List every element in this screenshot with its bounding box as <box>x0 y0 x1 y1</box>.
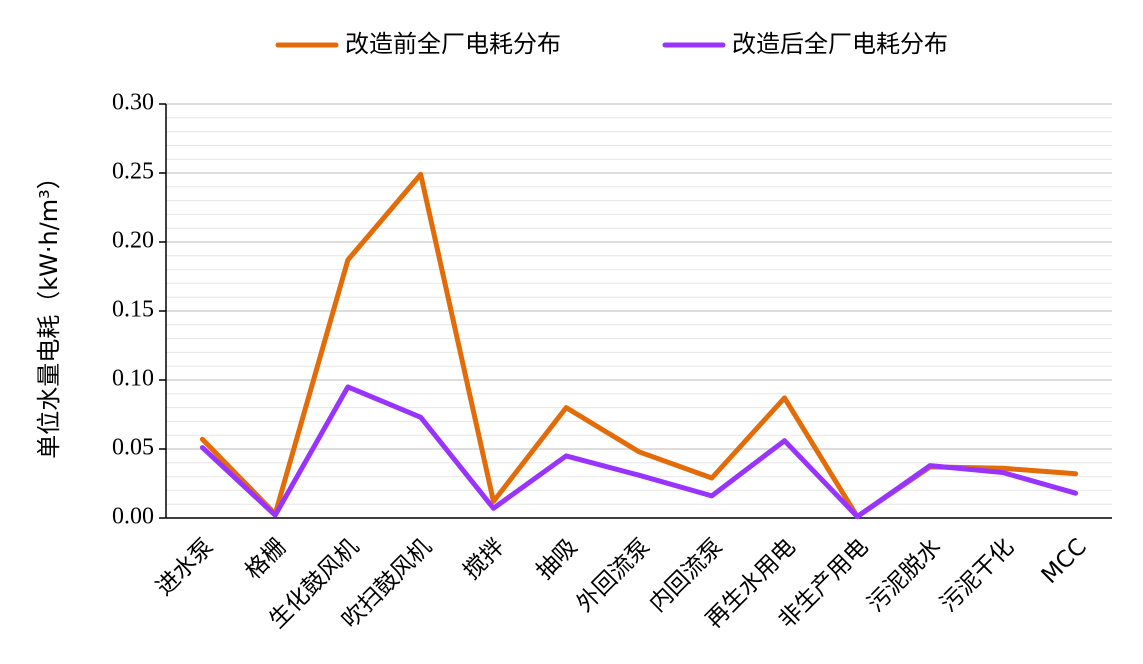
legend-label-2: 改造后全厂电耗分布 <box>732 30 948 58</box>
series-line-2 <box>199 384 1079 520</box>
x-tick-label: 污泥干化 <box>936 534 1019 617</box>
y-tick-label: 0.00 <box>112 504 154 530</box>
y-tick-label: 0.25 <box>112 159 154 185</box>
y-tick-label: 0.10 <box>112 366 154 392</box>
legend-label-1: 改造前全厂电耗分布 <box>345 30 561 58</box>
x-tick-label: 进水泵 <box>151 534 218 601</box>
y-axis-label: 单位水量电耗（kW·h/m³） <box>35 165 63 459</box>
y-tick-label: 0.15 <box>112 297 154 323</box>
x-tick-label: 抽吸 <box>532 534 583 585</box>
legend: 改造前全厂电耗分布 改造后全厂电耗分布 <box>275 30 948 58</box>
x-tick-label: 污泥脱水 <box>863 534 946 617</box>
y-axis-ticks: 0.00 0.05 0.10 0.15 0.20 0.25 0.30 <box>112 90 154 530</box>
x-tick-label: 搅拌 <box>459 534 510 585</box>
grid-lines <box>166 103 1112 505</box>
axes <box>159 103 1112 519</box>
y-tick-label: 0.30 <box>112 90 154 116</box>
x-tick-label: 格栅 <box>240 534 291 585</box>
x-tick-label: 外回流泵 <box>572 534 655 617</box>
series-lines <box>199 171 1079 520</box>
x-tick-label: MCC <box>1037 534 1092 589</box>
y-tick-label: 0.05 <box>112 435 154 461</box>
y-tick-label: 0.20 <box>112 228 154 254</box>
